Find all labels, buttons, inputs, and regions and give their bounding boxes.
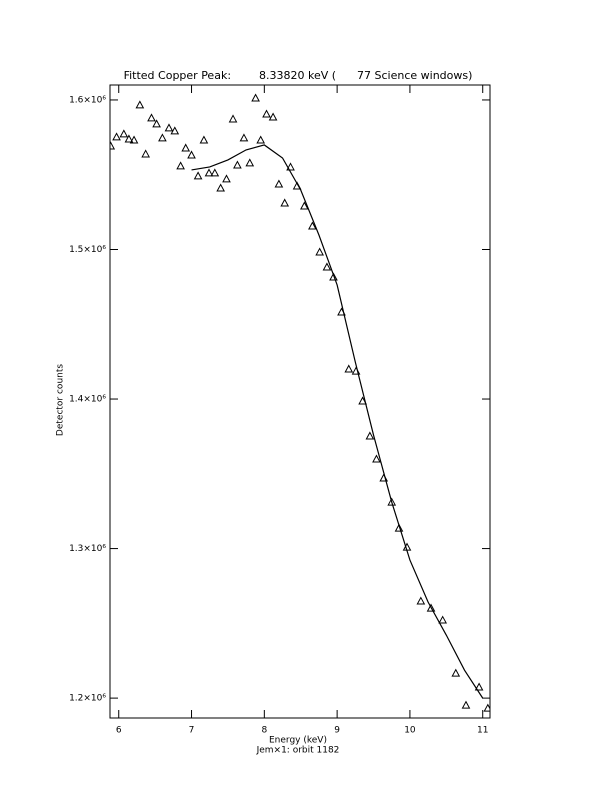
- data-point: [193, 171, 203, 180]
- data-point: [181, 143, 191, 152]
- data-point: [135, 100, 145, 109]
- data-point: [262, 109, 271, 118]
- x-tick-label: 6: [116, 726, 122, 736]
- x-axis-label: Energy (keV): [269, 736, 327, 746]
- data-point: [300, 201, 309, 210]
- data-point: [170, 126, 180, 135]
- data-point: [129, 135, 139, 144]
- data-point: [268, 112, 278, 121]
- data-point: [387, 497, 397, 506]
- data-point: [329, 272, 338, 281]
- x-tick-label: 8: [261, 726, 267, 736]
- data-point: [141, 149, 151, 158]
- data-point: [426, 603, 436, 612]
- data-point: [152, 119, 161, 128]
- data-point: [274, 179, 284, 188]
- data-point: [315, 247, 324, 256]
- data-point: [164, 123, 174, 132]
- data-point: [119, 129, 129, 138]
- data-point: [372, 454, 381, 463]
- data-point: [110, 141, 116, 150]
- y-tick-label: 1.5×10⁶: [69, 245, 106, 255]
- data-point: [416, 596, 426, 605]
- data-point: [216, 183, 225, 192]
- data-point: [308, 221, 317, 230]
- data-point: [233, 160, 242, 169]
- y-tick-label: 1.2×10⁶: [69, 694, 106, 704]
- data-point: [124, 134, 134, 143]
- subtitle: Jem×1: orbit 1182: [256, 746, 340, 756]
- data-point: [187, 150, 196, 159]
- x-tick-label: 10: [404, 726, 416, 736]
- x-tick-label: 7: [189, 726, 195, 736]
- data-point: [438, 615, 448, 624]
- data-point: [228, 114, 238, 123]
- y-tick-label: 1.6×10⁶: [69, 95, 106, 105]
- plot-frame: [109, 84, 491, 719]
- y-axis-label: Detector counts: [56, 364, 66, 436]
- fit-line: [191, 144, 484, 699]
- data-point: [245, 158, 255, 167]
- x-tick-label: 11: [477, 726, 488, 736]
- x-tick-label: 9: [334, 726, 340, 736]
- data-point: [222, 174, 231, 183]
- data-point: [112, 132, 121, 141]
- data-point: [176, 161, 185, 170]
- data-point: [251, 93, 260, 102]
- y-tick-label: 1.4×10⁶: [69, 395, 106, 405]
- y-tick-label: 1.3×10⁶: [69, 544, 106, 554]
- data-point: [483, 703, 490, 712]
- data-point: [204, 168, 214, 177]
- data-point: [147, 113, 156, 122]
- data-point: [344, 364, 354, 373]
- data-point: [322, 262, 332, 271]
- data-point: [474, 682, 484, 691]
- data-point: [256, 135, 266, 144]
- data-point: [210, 168, 220, 177]
- data-point: [365, 431, 375, 440]
- data-point: [199, 135, 209, 144]
- data-point: [394, 523, 404, 532]
- data-point: [280, 198, 290, 207]
- data-point: [158, 133, 167, 142]
- data-point: [286, 162, 295, 171]
- data-point: [461, 700, 471, 709]
- data-point: [239, 133, 249, 142]
- data-point: [451, 668, 461, 677]
- chart-title: Fitted Copper Peak: 8.33820 keV ( 77 Sci…: [124, 69, 473, 82]
